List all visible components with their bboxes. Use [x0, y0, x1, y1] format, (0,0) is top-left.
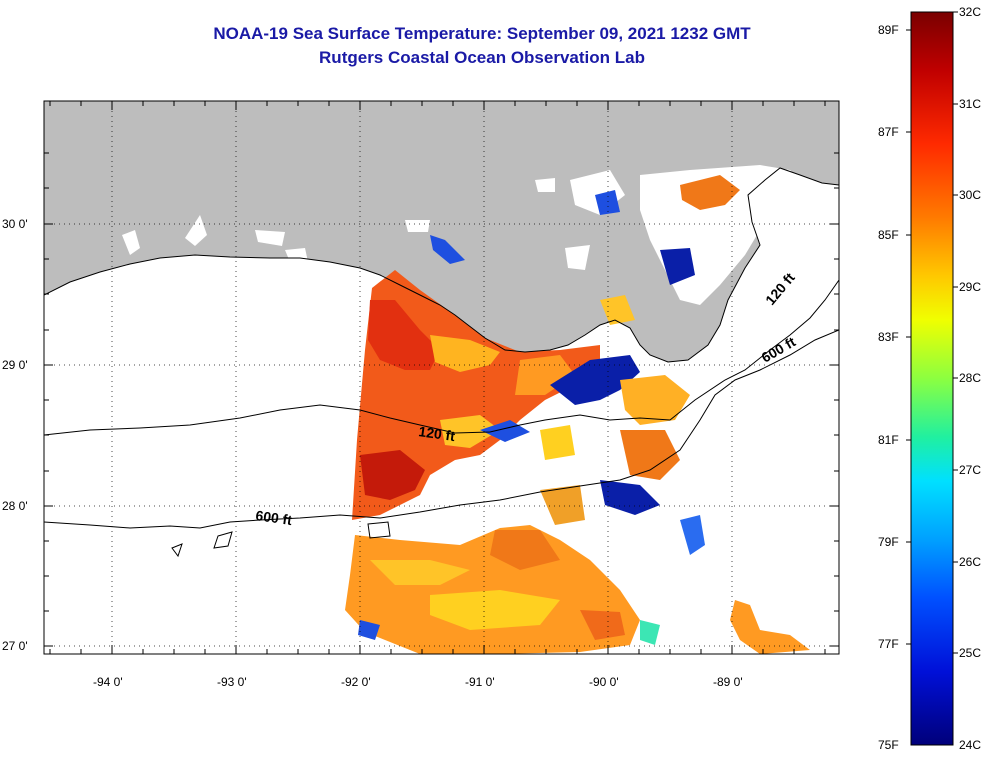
- colorbar-label-83f: 83F: [878, 330, 899, 344]
- isobath-600ft-west: [44, 329, 839, 529]
- lat-label-27: 27 0': [2, 639, 28, 653]
- colorbar-label-29c: 29C: [959, 280, 982, 294]
- contour-label-120ft-west: 120 ft: [418, 423, 457, 444]
- lon-label-92: -92 0': [341, 675, 371, 689]
- colorbar-label-87f: 87F: [878, 125, 899, 139]
- colorbar-label-24c: 24C: [959, 738, 982, 752]
- lon-label-91: -91 0': [465, 675, 495, 689]
- colorbar-label-28c: 28C: [959, 371, 982, 385]
- lon-label-93: -93 0': [217, 675, 247, 689]
- lon-label-89: -89 0': [713, 675, 743, 689]
- coastline: [44, 167, 839, 363]
- contour-label-600ft-west: 600 ft: [255, 507, 294, 528]
- map-subtitle: Rutgers Coastal Ocean Observation Lab: [319, 48, 645, 67]
- lat-label-29: 29 0': [2, 358, 28, 372]
- lon-label-90: -90 0': [589, 675, 619, 689]
- colorbar-label-75f: 75F: [878, 738, 899, 752]
- graticule: [44, 101, 839, 654]
- colorbar-label-32c: 32C: [959, 5, 982, 19]
- colorbar-label-26c: 26C: [959, 555, 982, 569]
- map-title: NOAA-19 Sea Surface Temperature: Septemb…: [213, 24, 751, 43]
- colorbar: [910, 11, 954, 746]
- colorbar-label-30c: 30C: [959, 188, 982, 202]
- colorbar-label-31c: 31C: [959, 97, 982, 111]
- colorbar-label-81f: 81F: [878, 433, 899, 447]
- colorbar-label-89f: 89F: [878, 23, 899, 37]
- lat-label-28: 28 0': [2, 499, 28, 513]
- colorbar-ticks: [906, 11, 958, 654]
- colorbar-label-85f: 85F: [878, 228, 899, 242]
- colorbar-label-77f: 77F: [878, 637, 899, 651]
- isobath-120ft-west: [44, 279, 839, 436]
- colorbar-label-79f: 79F: [878, 535, 899, 549]
- sst-data: [345, 175, 810, 654]
- lon-label-94: -94 0': [93, 675, 123, 689]
- colorbar-label-25c: 25C: [959, 646, 982, 660]
- lat-label-30: 30 0': [2, 217, 28, 231]
- colorbar-label-27c: 27C: [959, 463, 982, 477]
- map-ticks: [44, 101, 839, 654]
- land-mass: [44, 101, 839, 362]
- map-frame: [43, 100, 840, 655]
